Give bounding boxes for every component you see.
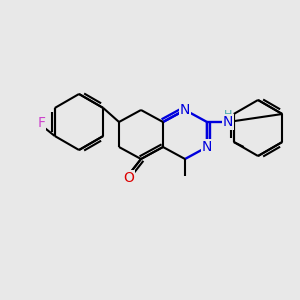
Text: F: F bbox=[38, 116, 46, 130]
Text: O: O bbox=[124, 171, 134, 185]
Text: N: N bbox=[223, 115, 233, 129]
Text: H: H bbox=[224, 110, 232, 120]
Text: N: N bbox=[202, 140, 212, 154]
Text: N: N bbox=[180, 103, 190, 117]
